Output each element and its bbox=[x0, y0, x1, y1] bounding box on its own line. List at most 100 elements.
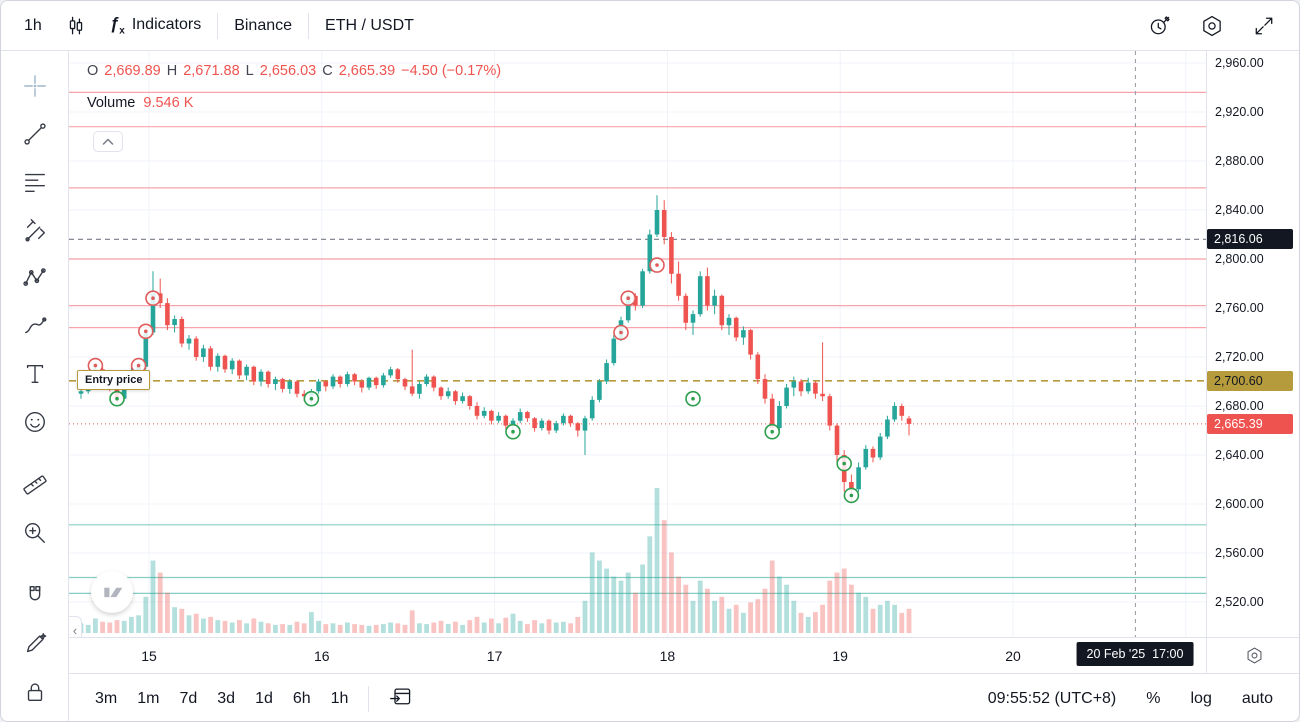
brush-tool-button[interactable] bbox=[16, 307, 54, 345]
volume-bar bbox=[784, 584, 789, 633]
volume-bar bbox=[719, 596, 725, 634]
candle-body bbox=[885, 419, 890, 437]
gear-icon bbox=[1203, 15, 1221, 36]
pitchfork-tool-button[interactable] bbox=[16, 211, 54, 249]
close-value: 2,665.39 bbox=[338, 63, 396, 79]
bottom-toolbar: 3m 1m 7d 3d 1d 6h 1h 09:55:52 (UTC+8) % log au… bbox=[69, 673, 1299, 721]
legend-collapse-button[interactable] bbox=[93, 131, 123, 152]
symbol-button[interactable]: ETH / USDT bbox=[314, 10, 425, 42]
low-value: 2,656.03 bbox=[259, 63, 317, 79]
candle-body bbox=[409, 386, 415, 394]
day-label: 19 bbox=[832, 647, 848, 664]
candle-body bbox=[661, 210, 667, 237]
volume-bar bbox=[733, 604, 739, 633]
sell-order-dot bbox=[655, 263, 659, 267]
volume-bar bbox=[309, 612, 314, 633]
volume-bar bbox=[525, 624, 530, 633]
volume-bar bbox=[863, 596, 869, 634]
pencil-icon bbox=[26, 633, 46, 653]
crosshair-tool-button[interactable] bbox=[16, 67, 54, 105]
candle-body bbox=[460, 396, 465, 402]
pitchfork-icon bbox=[24, 219, 45, 242]
measure-tool-button[interactable] bbox=[16, 466, 54, 504]
candle-body bbox=[445, 391, 451, 397]
range-button-3d[interactable]: 3d bbox=[207, 684, 245, 714]
emoji-tool-button[interactable] bbox=[16, 403, 54, 441]
volume-bar bbox=[517, 620, 523, 633]
candle-body bbox=[381, 375, 386, 386]
volume-bar bbox=[625, 572, 631, 633]
fib-retracement-tool-button[interactable] bbox=[16, 163, 54, 201]
candle-body bbox=[834, 425, 840, 455]
candle-body bbox=[229, 360, 235, 370]
candle-body bbox=[604, 363, 609, 382]
volume-bar bbox=[669, 552, 674, 633]
volume-bar bbox=[201, 618, 206, 633]
chart-canvas[interactable] bbox=[69, 51, 1206, 637]
volume-bar bbox=[460, 624, 465, 633]
candle-body bbox=[589, 399, 595, 419]
fx-icon: ƒx bbox=[109, 14, 125, 37]
alert-button[interactable] bbox=[1137, 7, 1183, 45]
candle-body bbox=[496, 415, 501, 421]
candle-body bbox=[726, 317, 732, 326]
sell-order-dot bbox=[144, 329, 148, 334]
text-tool-button[interactable] bbox=[16, 355, 54, 393]
range-button-3m[interactable]: 3m bbox=[85, 684, 127, 714]
volume-bar bbox=[481, 622, 487, 633]
percent-scale-button[interactable]: % bbox=[1136, 684, 1170, 714]
zoom-tool-button[interactable] bbox=[16, 514, 54, 552]
drawings-panel-toggle[interactable]: ‹ bbox=[69, 616, 82, 637]
go-to-date-button[interactable] bbox=[379, 678, 423, 719]
scale-settings-button[interactable] bbox=[1245, 646, 1264, 665]
pattern-tool-button[interactable] bbox=[16, 259, 54, 297]
auto-scale-button[interactable]: auto bbox=[1232, 684, 1283, 714]
chart-pane[interactable]: O 2,669.89 H 2,671.88 L 2,656.03 C 2,665.39 … bbox=[69, 51, 1206, 637]
price-tick: 2,680.00 bbox=[1215, 399, 1264, 413]
volume-bar bbox=[849, 584, 854, 633]
candle-body bbox=[870, 448, 876, 458]
clock[interactable]: 09:55:52 (UTC+8) bbox=[987, 689, 1117, 707]
draw-pencil-tool-button[interactable] bbox=[16, 625, 54, 663]
day-label: 15 bbox=[141, 647, 157, 664]
candle-body bbox=[352, 374, 357, 382]
entry-price-label[interactable]: Entry price bbox=[77, 369, 151, 390]
volume-bar bbox=[453, 621, 458, 633]
log-scale-button[interactable]: log bbox=[1181, 684, 1222, 714]
trend-line-tool-button[interactable] bbox=[16, 115, 54, 153]
volume-bar bbox=[402, 624, 408, 633]
candle-body bbox=[251, 366, 257, 382]
candle-body bbox=[481, 410, 487, 416]
price-tick: 2,760.00 bbox=[1215, 301, 1264, 315]
candle-body bbox=[294, 381, 300, 394]
time-axis[interactable]: 20 19 18 17 16 15 20 Feb '25 17:00 bbox=[69, 637, 1206, 673]
magnet-tool-button[interactable] bbox=[16, 577, 54, 615]
range-button-6h[interactable]: 6h bbox=[283, 684, 321, 714]
candle-body bbox=[575, 423, 581, 431]
candle-body bbox=[417, 384, 422, 394]
candle-body bbox=[719, 295, 725, 326]
volume-bar bbox=[841, 568, 847, 633]
indicators-button[interactable]: ƒx Indicators bbox=[99, 7, 212, 43]
range-button-1m[interactable]: 1m bbox=[127, 684, 169, 714]
price-scale[interactable]: 2,960.00 2,920.00 2,880.00 2,840.00 2,800.00… bbox=[1206, 51, 1299, 637]
candle-body bbox=[280, 379, 285, 389]
candle-body bbox=[366, 377, 372, 388]
buy-order-dot bbox=[770, 429, 774, 434]
volume-bar bbox=[820, 604, 825, 633]
volume-bar bbox=[388, 622, 393, 633]
chart-style-button[interactable] bbox=[53, 7, 99, 45]
exchange-button[interactable]: Binance bbox=[223, 10, 303, 42]
settings-button[interactable] bbox=[1189, 7, 1235, 45]
volume-bar bbox=[193, 613, 199, 633]
volume-bar bbox=[294, 621, 300, 633]
candle-body bbox=[741, 330, 746, 338]
volume-value: 9.546 K bbox=[143, 95, 194, 111]
interval-button[interactable]: 1h bbox=[13, 10, 53, 42]
lock-tool-button[interactable] bbox=[16, 673, 54, 711]
range-button-1d[interactable]: 1d bbox=[245, 684, 283, 714]
range-button-7d[interactable]: 7d bbox=[169, 684, 207, 714]
range-button-1h[interactable]: 1h bbox=[321, 684, 359, 714]
fullscreen-button[interactable] bbox=[1241, 7, 1287, 45]
volume-bar bbox=[287, 624, 293, 633]
